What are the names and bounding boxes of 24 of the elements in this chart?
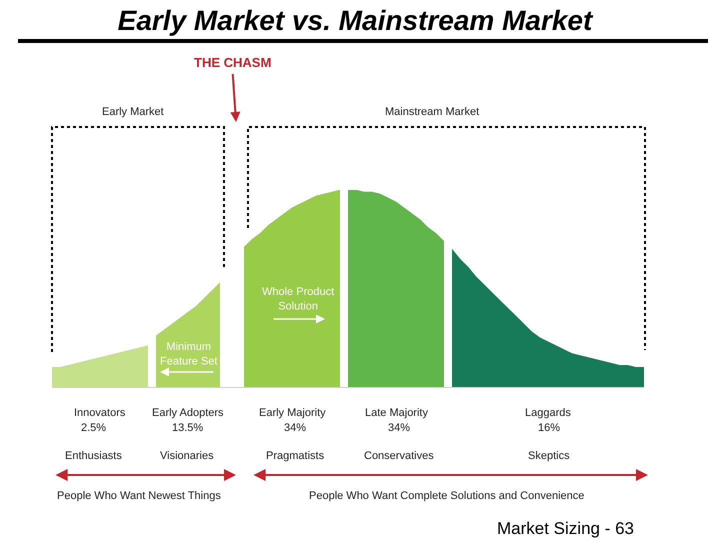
text: Market Sizing - 63	[497, 519, 634, 538]
text: Skeptics	[528, 450, 570, 462]
text: 2.5%	[81, 422, 106, 434]
series-label: Innovators	[74, 407, 126, 419]
text: Mainstream Market	[385, 106, 480, 118]
text: 13.5%	[172, 422, 204, 434]
text: Conservatives	[364, 450, 434, 462]
text: 34%	[388, 422, 410, 434]
text: THE CHASM	[194, 55, 272, 70]
text: Visionaries	[160, 450, 214, 462]
series-label: Early Adopters	[152, 407, 224, 419]
series-label: Early Majority	[259, 407, 326, 419]
annotation: Minimum Feature Set	[160, 341, 218, 368]
text: Enthusiasts	[65, 450, 122, 462]
annotation: Whole Product Solution	[262, 286, 334, 312]
text: Pragmatists	[266, 450, 325, 462]
text: Early Market	[102, 106, 164, 118]
text: 34%	[284, 422, 306, 434]
text: People Who Want Complete Solutions and Convenience	[309, 490, 584, 502]
text: People Who Want Newest Things	[57, 490, 222, 502]
chart-title: Early Market vs. Mainstream Market	[118, 4, 594, 36]
text: 16%	[538, 422, 560, 434]
series-label: Late Majority	[365, 407, 428, 419]
series-label: Laggards	[525, 407, 572, 419]
